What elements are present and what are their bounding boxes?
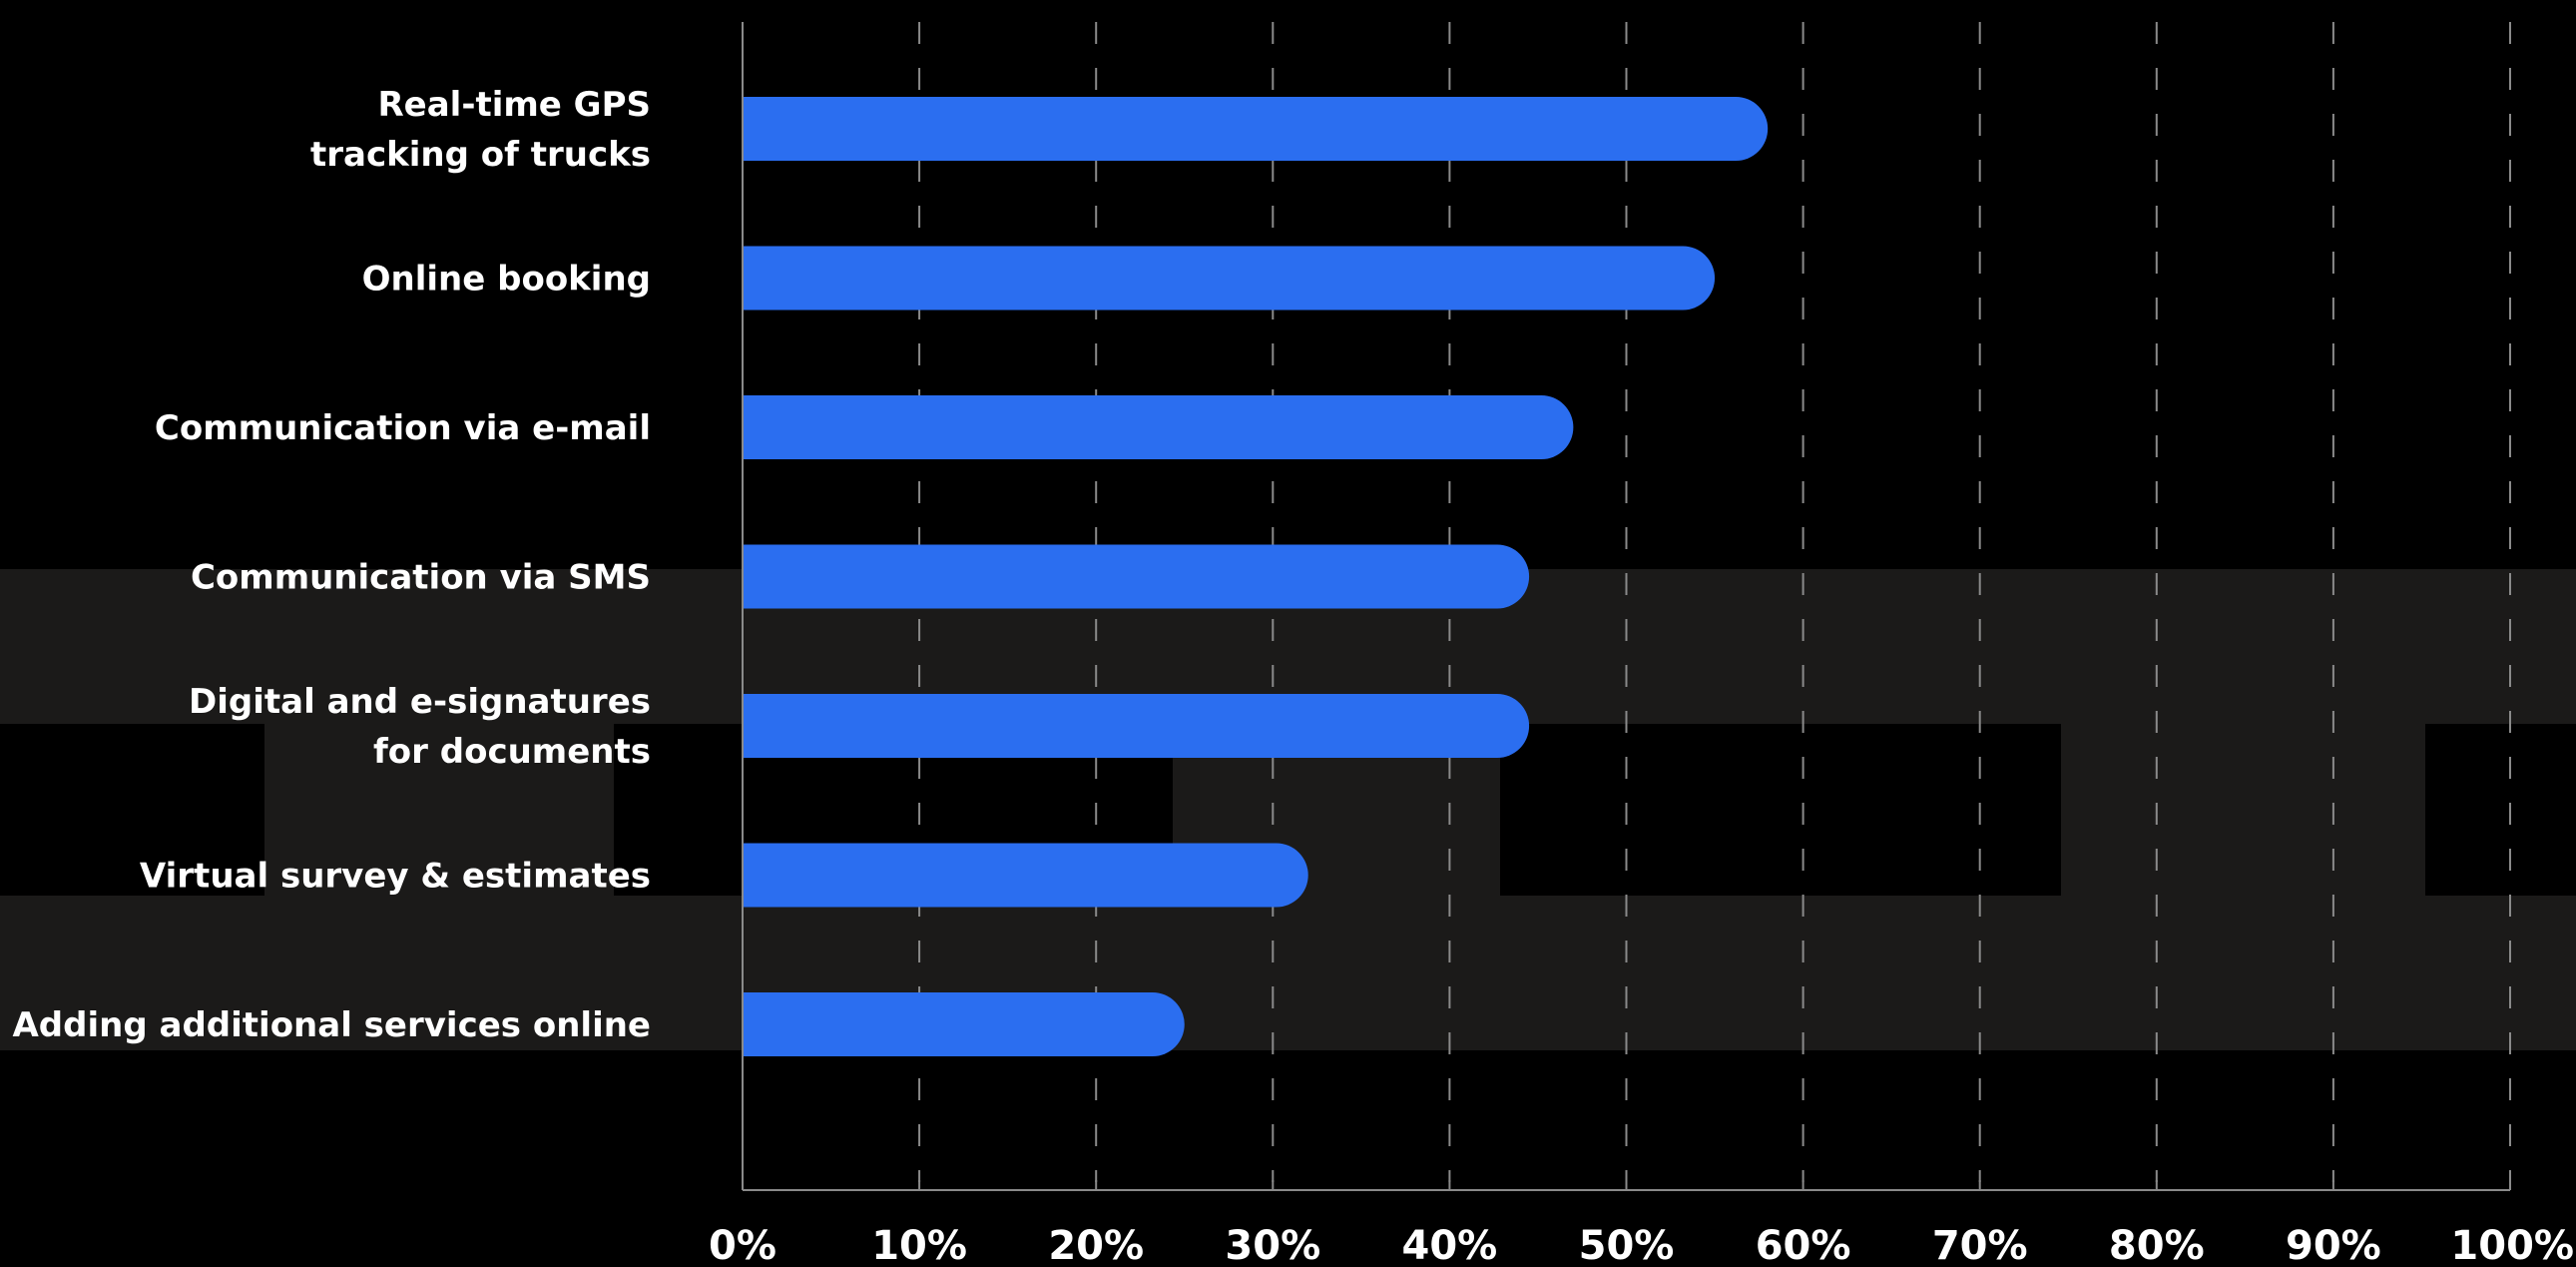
category-label: Digital and e-signatures for documents — [189, 682, 651, 772]
bar — [743, 97, 1769, 161]
x-axis: 0% 10% 20% 30% 40% 50% 60% 70% 80% 90% 100% — [709, 22, 2574, 1267]
x-tick-label: 100% — [2450, 1223, 2574, 1267]
x-tick-label: 0% — [709, 1223, 776, 1267]
bar — [743, 246, 1716, 311]
x-tick-label: 80% — [2109, 1223, 2205, 1267]
gridlines — [918, 22, 2511, 1182]
bar — [743, 992, 1185, 1056]
background-pattern — [0, 569, 2576, 1050]
bar — [743, 395, 1574, 459]
category-label: Virtual survey & estimates — [140, 857, 651, 897]
category-label: Adding additional services online — [12, 1005, 651, 1045]
x-tick-label: 20% — [1048, 1223, 1144, 1267]
bar — [743, 694, 1530, 758]
category-label: Communication via e-mail — [155, 408, 651, 448]
x-tick-label: 50% — [1579, 1223, 1675, 1267]
bar — [743, 843, 1308, 908]
category-label: Real-time GPS tracking of trucks — [310, 85, 651, 175]
category-label: Communication via SMS — [191, 558, 651, 598]
bars — [743, 97, 1769, 1056]
x-tick-label: 40% — [1402, 1223, 1498, 1267]
x-tick-label: 10% — [871, 1223, 967, 1267]
bar — [743, 544, 1530, 609]
category-label: Online booking — [362, 260, 651, 300]
x-tick-label: 60% — [1756, 1223, 1851, 1267]
x-tick-label: 90% — [2286, 1223, 2381, 1267]
category-labels: Real-time GPS tracking of trucks Online bo… — [12, 85, 651, 1045]
x-tick-label: 70% — [1932, 1223, 2028, 1267]
x-tick-label: 30% — [1225, 1223, 1320, 1267]
